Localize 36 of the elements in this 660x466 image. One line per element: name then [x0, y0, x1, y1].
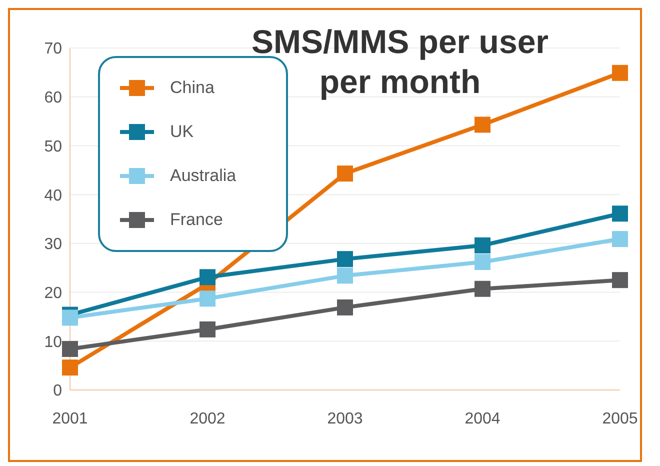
point	[337, 251, 353, 268]
point	[612, 272, 628, 288]
point	[474, 254, 490, 270]
legend-label: UK	[170, 122, 194, 142]
point	[612, 206, 628, 222]
point	[474, 280, 490, 297]
point	[200, 290, 216, 307]
x-tick-label: 2001	[52, 410, 88, 428]
point	[337, 299, 353, 316]
y-tick-label: 10	[44, 334, 62, 351]
x-tick-label: 2005	[602, 410, 638, 428]
legend-label: China	[170, 78, 214, 98]
point	[337, 268, 353, 284]
chart-title: SMS/MMS per user per month	[250, 22, 550, 102]
y-tick-label: 60	[44, 90, 62, 107]
point	[62, 310, 78, 326]
y-tick-label: 20	[44, 284, 62, 302]
point	[62, 340, 78, 357]
y-tick-label: 50	[44, 138, 62, 156]
x-tick-label: 2002	[190, 410, 226, 428]
y-tick-label: 70	[44, 40, 62, 58]
point	[200, 321, 216, 338]
y-tick-label: 40	[44, 187, 62, 204]
point	[612, 64, 628, 81]
point	[337, 166, 353, 182]
legend-label: Australia	[170, 166, 236, 186]
y-tick-label: 30	[44, 236, 62, 254]
point	[474, 237, 490, 254]
legend-label: France	[170, 210, 223, 230]
x-tick-label: 2004	[464, 410, 500, 428]
point	[62, 360, 78, 376]
y-tick-label: 0	[53, 382, 62, 400]
point	[200, 269, 216, 286]
x-tick-label: 2003	[327, 410, 363, 428]
point	[612, 231, 628, 248]
point	[474, 116, 490, 133]
